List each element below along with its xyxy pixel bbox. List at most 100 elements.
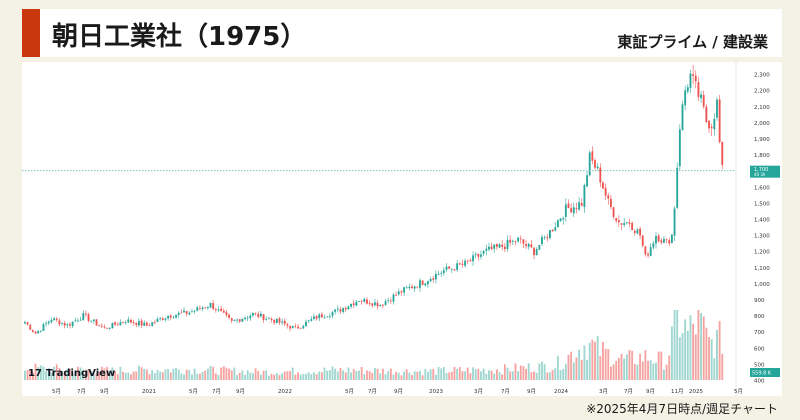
volume-bar [283, 371, 286, 380]
candle-body [485, 248, 488, 251]
last-price-value: 1,700 [754, 167, 768, 173]
x-tick-label: 2021 [142, 389, 156, 395]
volume-bar [575, 357, 578, 380]
candle-body [259, 313, 262, 317]
last-price-tag [750, 165, 780, 178]
volume-bar [657, 351, 660, 380]
volume-bar [511, 371, 514, 380]
volume-bar [217, 374, 220, 380]
volume-bar [485, 373, 488, 380]
volume-bar [130, 374, 132, 380]
volume-bar [668, 355, 671, 380]
candle-body [262, 314, 265, 321]
volume-bar [559, 370, 562, 380]
volume-bar [151, 370, 154, 380]
candle-body [37, 330, 40, 334]
candle-body [53, 318, 56, 321]
candle-body [660, 240, 663, 243]
candle-body [702, 94, 705, 107]
volume-bar [159, 371, 162, 380]
volume-bar [74, 370, 77, 380]
y-tick-label: 2,300 [754, 73, 770, 79]
volume-bar [334, 368, 337, 380]
candle-body [196, 307, 199, 311]
volume-bar [100, 366, 103, 380]
candle-body [538, 245, 541, 250]
candle-body [381, 304, 384, 306]
volume-bar [464, 371, 467, 380]
volume-bar [352, 369, 355, 380]
volume-bar [700, 313, 702, 380]
volume-bar [493, 373, 496, 380]
candle-body [713, 118, 716, 130]
candle-body [397, 291, 400, 295]
volume-bar [34, 363, 37, 380]
candle-body [530, 244, 533, 248]
volume-bar [310, 374, 313, 380]
volume-bar [336, 371, 339, 380]
candle-body [177, 312, 180, 316]
candle-body [718, 99, 721, 143]
volume-bar [572, 362, 575, 380]
candle-body [74, 320, 77, 322]
volume-bar [79, 367, 82, 380]
candle-body [655, 236, 657, 244]
volume-bar [135, 371, 138, 380]
candle-body [358, 301, 360, 303]
candle-body [193, 310, 196, 312]
candle-body [344, 307, 347, 310]
volume-bar [628, 350, 631, 380]
x-tick-label: 7月 [368, 388, 377, 395]
candle-body [95, 319, 98, 326]
candle-body [230, 318, 233, 321]
volume-bar [61, 370, 63, 380]
candle-body [143, 322, 146, 326]
candle-body [458, 263, 461, 265]
volume-bar [570, 351, 573, 380]
volume-bar [252, 373, 254, 380]
candle-body [257, 313, 260, 317]
candle-body [347, 306, 350, 310]
volume-bar [421, 375, 424, 380]
volume-bar [713, 358, 716, 380]
volume-bar [366, 370, 368, 380]
volume-bar [188, 369, 191, 380]
candle-body [379, 304, 382, 306]
candle-body [42, 324, 45, 331]
volume-bar [609, 366, 612, 380]
volume-bar [297, 372, 299, 380]
candle-body [498, 244, 501, 248]
candle-body [578, 202, 581, 210]
candle-body [185, 310, 188, 314]
candle-body [623, 223, 626, 226]
volume-bar [419, 370, 421, 380]
candle-body [31, 330, 34, 332]
volume-bar [556, 355, 559, 380]
volume-bar [31, 372, 34, 380]
candle-body [519, 238, 522, 240]
volume-bar [153, 373, 156, 380]
volume-bar [241, 370, 244, 380]
tradingview-label: TradingView [45, 368, 116, 379]
candle-body [617, 220, 620, 223]
candle-body [82, 313, 85, 321]
candle-body [506, 239, 509, 249]
candle-body [448, 266, 451, 269]
candle-body [140, 320, 143, 326]
candle-body [204, 307, 207, 309]
volume-bar [246, 370, 249, 380]
volume-bar [673, 310, 676, 380]
volume-bar [339, 367, 342, 380]
volume-bar [480, 371, 482, 380]
volume-bar [466, 367, 469, 380]
volume-bar [257, 371, 260, 380]
x-tick-label: 3月 [599, 388, 608, 395]
volume-bar [408, 372, 411, 380]
volume-bar [429, 369, 432, 380]
market-sector: 東証プライム / 建設業 [617, 33, 768, 51]
candle-body [567, 203, 570, 209]
volume-bar [506, 367, 509, 380]
candle-body [405, 287, 408, 289]
candle-body [429, 279, 432, 282]
volume-bar [527, 363, 530, 380]
